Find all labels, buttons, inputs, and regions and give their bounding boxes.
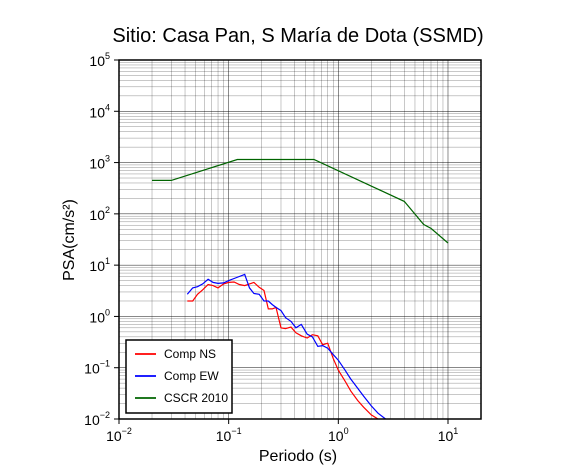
y-tick-label: 100 <box>89 307 110 325</box>
y-tick-label: 102 <box>89 205 110 223</box>
series-line-cscr-2010 <box>152 158 449 244</box>
legend: Comp NS Comp EW CSCR 2010 <box>125 339 233 414</box>
legend-label: CSCR 2010 <box>164 391 228 405</box>
y-tick-label: 104 <box>89 102 110 120</box>
x-axis-ticks: 10−2 10−1 100 101 <box>106 419 458 444</box>
x-tick-label: 100 <box>328 426 349 444</box>
legend-label: Comp EW <box>164 369 219 383</box>
y-tick-label: 101 <box>89 256 110 274</box>
plot-frame <box>118 59 482 420</box>
y-axis-label: PSA(cm/s²) <box>61 199 78 281</box>
series-line-comp-ew <box>186 273 386 419</box>
x-axis-label: Periodo (s) <box>259 448 337 465</box>
series-lines <box>152 158 449 419</box>
x-tick-label: 10−2 <box>106 426 132 444</box>
y-tick-label: 10−1 <box>84 359 110 377</box>
y-tick-label: 103 <box>89 154 110 172</box>
chart-title: Sitio: Casa Pan, S María de Dota (SSMD) <box>112 25 483 47</box>
y-tick-label: 10−2 <box>84 410 110 428</box>
x-tick-label: 10−1 <box>216 426 242 444</box>
legend-label: Comp NS <box>164 347 216 361</box>
x-tick-label: 101 <box>438 426 459 444</box>
y-tick-label: 105 <box>89 51 110 69</box>
y-axis-ticks: 10−2 10−1 100 101 102 103 104 105 <box>84 51 119 428</box>
grid-lines <box>118 59 482 420</box>
